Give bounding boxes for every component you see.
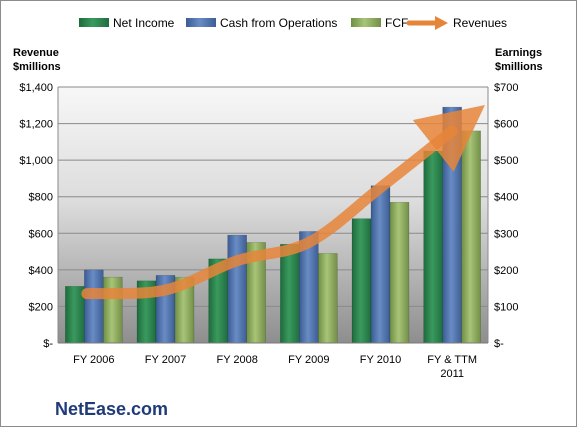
legend-swatch-net-income — [79, 18, 109, 27]
bar-fcf — [389, 201, 410, 344]
bar-net-income — [423, 150, 443, 344]
x-tick-label-line: FY 2010 — [360, 354, 401, 366]
bar-fcf — [103, 276, 123, 344]
x-tick-label-line: FY 2009 — [288, 354, 329, 366]
x-tick-label-line: 2011 — [440, 368, 464, 380]
revenue-line-group — [81, 104, 485, 300]
legend-label-revenues: Revenues — [453, 16, 507, 30]
x-tick-label-line: FY 2008 — [216, 354, 257, 366]
right-tick-label: $- — [494, 338, 504, 350]
x-tick-label-line: FY 2006 — [73, 354, 114, 366]
bar-cash-from-operations — [370, 185, 391, 344]
left-tick-label: $1,000 — [19, 155, 53, 167]
legend-item-cash-from-operations: Cash from Operations — [186, 16, 337, 30]
bar-fcf — [318, 253, 338, 344]
left-axis-title-line1: Revenue — [13, 47, 59, 59]
legend-item-fcf: FCF — [351, 16, 408, 30]
legend-item-revenues: Revenues — [406, 16, 507, 30]
x-tick-label-line: FY & TTM — [427, 354, 477, 366]
right-axis-title-line1: Earnings — [495, 47, 542, 59]
legend-label-cash-from-operations: Cash from Operations — [220, 16, 337, 30]
x-tick-label: FY 2009 — [288, 354, 329, 366]
x-tick-label: FY 2008 — [216, 354, 257, 366]
legend-swatch-cash-from-operations — [186, 18, 216, 27]
x-tick-label: FY 2007 — [145, 354, 186, 366]
legend-arrow-revenues — [435, 16, 448, 30]
right-axis-title-line2: $millions — [495, 61, 543, 73]
left-tick-label: $- — [43, 338, 53, 350]
right-tick-label: $300 — [494, 228, 518, 240]
watermark: NetEase.com — [55, 399, 168, 419]
bar-fcf — [461, 130, 481, 344]
right-tick-label: $200 — [494, 265, 518, 277]
left-tick-label: $1,400 — [19, 82, 53, 94]
x-tick-label-line: FY 2007 — [145, 354, 186, 366]
legend-label-fcf: FCF — [385, 16, 408, 30]
left-axis-ticks: $- $200 $400 $600 $800 $1,000 $1,200 $1,400 — [19, 82, 53, 350]
left-tick-label: $600 — [29, 228, 53, 240]
right-tick-label: $700 — [494, 82, 518, 94]
right-tick-label: $400 — [494, 192, 518, 204]
legend: Net Income Cash from Operations FCF Reve… — [79, 16, 507, 30]
left-axis-title-line2: $millions — [13, 61, 61, 73]
right-tick-label: $500 — [494, 155, 518, 167]
right-tick-label: $100 — [494, 301, 518, 313]
x-tick-label: FY 2010 — [360, 354, 401, 366]
left-tick-label: $200 — [29, 301, 53, 313]
x-tick-label: FY & TTM 2011 — [427, 354, 477, 380]
legend-swatch-fcf — [351, 18, 381, 27]
x-tick-label: FY 2006 — [73, 354, 114, 366]
left-tick-label: $800 — [29, 192, 53, 204]
legend-label-net-income: Net Income — [113, 16, 175, 30]
right-axis-ticks: $- $100 $200 $300 $400 $500 $600 $700 — [494, 82, 518, 350]
x-axis-ticks: FY 2006 FY 2007 FY 2008 FY 2009 FY 2010 FY & … — [73, 354, 477, 380]
bar-net-income — [351, 218, 372, 344]
bar-cash-from-operations — [227, 234, 247, 344]
left-tick-label: $400 — [29, 265, 53, 277]
right-tick-label: $600 — [494, 119, 518, 131]
legend-item-net-income: Net Income — [79, 16, 175, 30]
bar-cash-from-operations — [84, 269, 104, 344]
revenue-line — [81, 104, 485, 300]
bar-net-income — [280, 244, 300, 344]
left-tick-label: $1,200 — [19, 119, 53, 131]
